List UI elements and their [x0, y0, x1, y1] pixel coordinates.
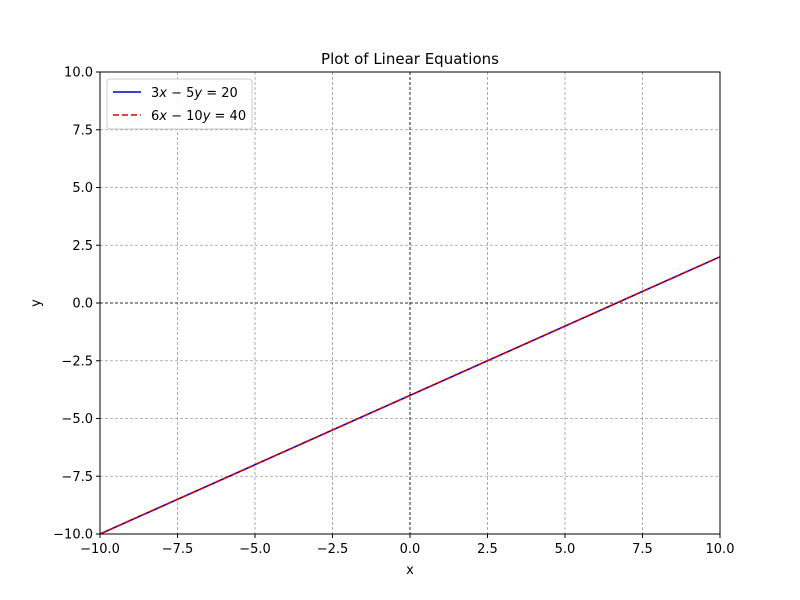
y-axis-ticks: −10.0 −7.5 −5.0 −2.5 0.0 2.5 5.0 7.5 10.0: [53, 66, 100, 543]
legend-label-1: 3x − 5y = 20: [151, 86, 238, 101]
y-tick-label: 7.5: [72, 123, 93, 138]
y-tick-label: −10.0: [53, 528, 93, 543]
x-tick-label: 0.0: [400, 542, 421, 557]
y-tick-label: −5.0: [61, 412, 93, 427]
x-tick-label: 5.0: [555, 542, 576, 557]
y-tick-label: 0.0: [72, 297, 93, 312]
y-tick-label: 5.0: [72, 181, 93, 196]
chart-title: Plot of Linear Equations: [321, 50, 499, 68]
y-tick-label: 2.5: [72, 239, 93, 254]
x-axis-label: x: [406, 563, 414, 578]
x-tick-label: −2.5: [317, 542, 349, 557]
x-tick-label: −7.5: [162, 542, 194, 557]
legend-label-2: 6x − 10y = 40: [151, 109, 246, 124]
y-tick-label: −7.5: [61, 470, 93, 485]
x-tick-label: 2.5: [477, 542, 498, 557]
x-tick-label: 7.5: [632, 542, 653, 557]
y-axis-label: y: [29, 299, 44, 307]
x-tick-label: −10.0: [80, 542, 120, 557]
series-group: [99, 256, 721, 535]
legend: 3x − 5y = 20 6x − 10y = 40: [106, 78, 253, 130]
series-line-2: [99, 256, 721, 535]
y-tick-label: −2.5: [61, 354, 93, 369]
x-tick-label: −5.0: [239, 542, 271, 557]
y-tick-label: 10.0: [64, 66, 93, 81]
x-tick-label: 10.0: [706, 542, 735, 557]
legend-box: [106, 78, 253, 130]
x-axis-ticks: −10.0 −7.5 −5.0 −2.5 0.0 2.5 5.0 7.5 10.0: [80, 534, 734, 557]
